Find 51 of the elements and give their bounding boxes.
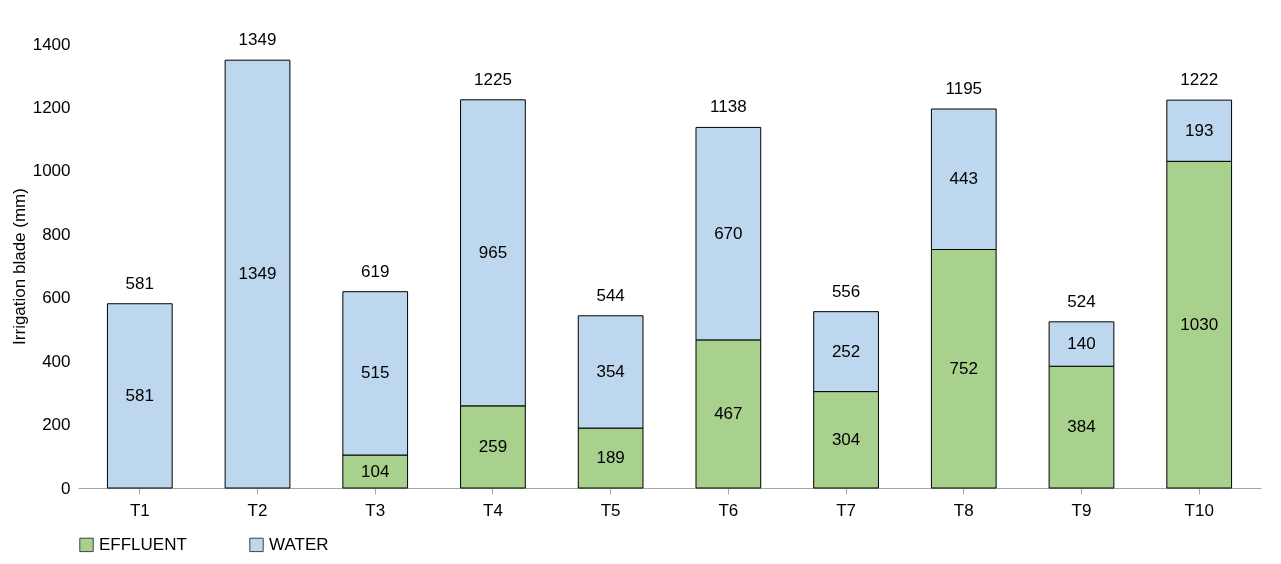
- y-tick-label: 0: [61, 478, 71, 498]
- data-label: 304: [831, 429, 861, 449]
- data-label: 1349: [238, 264, 277, 284]
- y-tick-label: 200: [42, 415, 71, 435]
- y-axis-title: Irrigation blade (mm): [9, 188, 29, 345]
- data-label: 189: [596, 448, 625, 468]
- x-tick-label: T6: [718, 500, 739, 520]
- x-tick-label: T3: [365, 500, 386, 520]
- total-label: 556: [831, 281, 861, 301]
- data-label: 752: [949, 358, 978, 378]
- y-tick-label: 600: [42, 288, 71, 308]
- data-label: 581: [125, 385, 154, 405]
- data-label: 104: [361, 461, 390, 481]
- total-label: 1225: [474, 69, 512, 89]
- data-label: 467: [714, 403, 743, 423]
- legend-label: WATER: [269, 534, 329, 554]
- data-label: 252: [831, 341, 861, 361]
- x-tick-label: T8: [953, 500, 974, 520]
- y-tick-label: 1000: [32, 161, 71, 181]
- x-tick-label: T1: [129, 500, 150, 520]
- total-label: 1195: [945, 79, 983, 99]
- total-label: 1138: [710, 97, 747, 117]
- y-tick-label: 400: [42, 351, 71, 371]
- data-label: 1030: [1180, 314, 1219, 334]
- y-tick-label: 1400: [32, 34, 71, 54]
- total-label: 544: [596, 285, 625, 305]
- total-label: 1349: [238, 30, 277, 50]
- x-tick-label: T2: [247, 500, 268, 520]
- data-label: 670: [714, 223, 743, 243]
- bar: [224, 59, 291, 489]
- bar: [106, 303, 173, 489]
- data-label: 259: [478, 436, 508, 456]
- total-label: 581: [125, 273, 154, 293]
- total-label: 619: [361, 261, 390, 281]
- data-label: 384: [1067, 417, 1096, 437]
- y-tick-label: 800: [42, 224, 71, 244]
- data-label: 193: [1185, 120, 1214, 140]
- x-tick-label: T7: [836, 500, 856, 520]
- total-label: 524: [1067, 291, 1096, 311]
- x-tick-label: T4: [483, 500, 503, 520]
- x-tick-label: T10: [1184, 500, 1214, 520]
- data-label: 965: [478, 242, 508, 262]
- x-tick-label: T9: [1071, 500, 1092, 520]
- x-tick-label: T5: [600, 500, 621, 520]
- data-label: 515: [361, 363, 390, 383]
- total-label: 1222: [1180, 70, 1219, 90]
- data-label: 140: [1067, 334, 1096, 354]
- data-label: 354: [596, 361, 625, 381]
- data-label: 443: [949, 169, 978, 189]
- y-tick-label: 1200: [32, 97, 71, 117]
- legend-label: EFFLUENT: [99, 534, 187, 554]
